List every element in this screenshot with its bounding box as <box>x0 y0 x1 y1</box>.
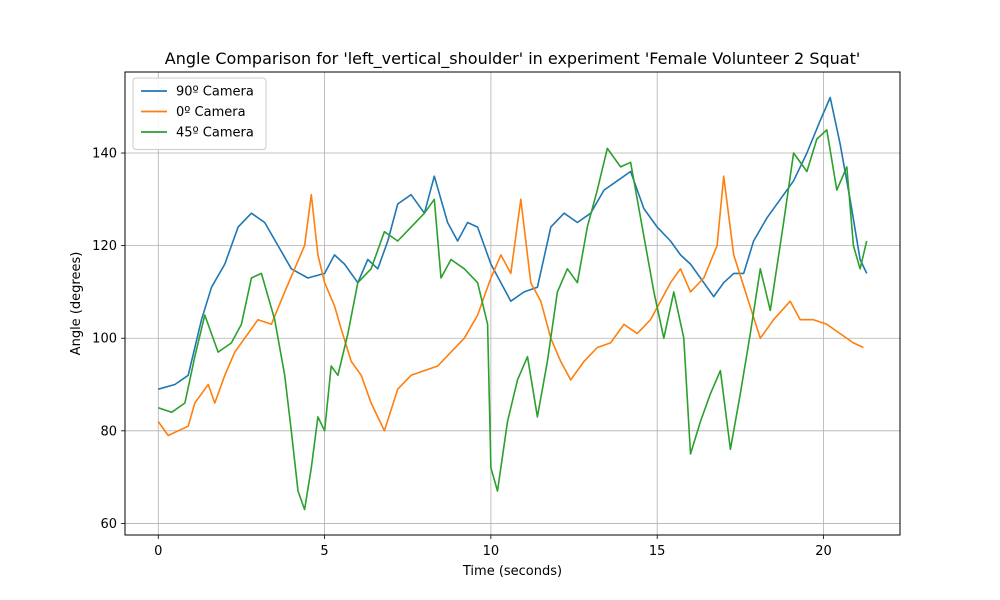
x-tick-label: 5 <box>320 544 328 559</box>
y-tick-label: 120 <box>92 239 117 254</box>
x-tick-label: 20 <box>815 544 832 559</box>
y-tick-label: 60 <box>100 517 117 532</box>
legend-label: 0º Camera <box>176 105 246 120</box>
y-tick-label: 100 <box>92 332 117 347</box>
y-axis-title: Angle (degrees) <box>69 252 84 356</box>
x-axis-title: Time (seconds) <box>462 564 562 579</box>
plot-frame <box>124 71 901 536</box>
y-tick-label: 80 <box>100 424 117 439</box>
series-line-1 <box>157 175 864 437</box>
series-layer <box>157 96 868 511</box>
x-tick-label: 0 <box>154 544 162 559</box>
legend-label: 45º Camera <box>176 126 254 141</box>
legend: 90º Camera 0º Camera 45º Camera <box>132 77 267 150</box>
series-line-0 <box>158 96 868 390</box>
series-line-2 <box>158 129 868 511</box>
y-tick-label: 140 <box>92 147 117 162</box>
x-tick-label: 10 <box>483 544 500 559</box>
tick-layer: 0 5 10 15 20 60 80 100 120 140 <box>92 147 832 559</box>
legend-label: 90º Camera <box>176 85 254 100</box>
x-tick-label: 15 <box>649 544 666 559</box>
grid-layer <box>125 72 900 535</box>
chart-title: Angle Comparison for 'left_vertical_shou… <box>165 49 861 69</box>
